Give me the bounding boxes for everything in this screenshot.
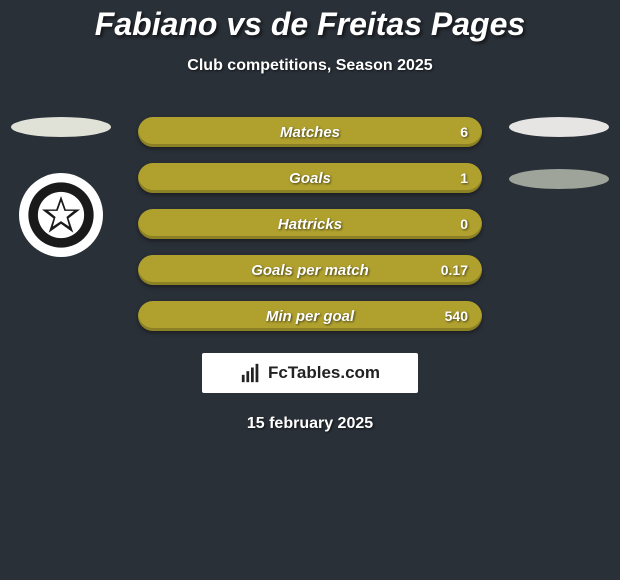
stat-value: 0 [460, 216, 468, 232]
stat-bar: Goals 1 [138, 163, 482, 193]
stats-panel: Matches 6 Goals 1 Hattricks 0 Goals per … [0, 117, 620, 433]
player-left-column [6, 117, 116, 257]
stat-bars: Matches 6 Goals 1 Hattricks 0 Goals per … [138, 117, 482, 331]
stat-label: Matches [280, 124, 340, 141]
club-badge-left [19, 173, 103, 257]
date-text: 15 february 2025 [0, 415, 620, 433]
stat-label: Hattricks [278, 216, 342, 233]
player-right-oval-2 [509, 169, 609, 189]
stat-bar: Goals per match 0.17 [138, 255, 482, 285]
stat-bar: Hattricks 0 [138, 209, 482, 239]
stat-value: 1 [460, 170, 468, 186]
stat-label: Goals per match [251, 262, 369, 279]
star-badge-icon [27, 181, 95, 249]
player-left-oval [11, 117, 111, 137]
stat-value: 0.17 [441, 262, 468, 278]
stat-bar: Min per goal 540 [138, 301, 482, 331]
stat-label: Min per goal [266, 308, 354, 325]
brand-text: FcTables.com [268, 363, 380, 383]
bar-chart-icon [240, 362, 262, 384]
subtitle: Club competitions, Season 2025 [0, 57, 620, 75]
stat-bar: Matches 6 [138, 117, 482, 147]
stat-label: Goals [289, 170, 331, 187]
player-right-column [504, 117, 614, 189]
page-title: Fabiano vs de Freitas Pages [0, 0, 620, 43]
stat-value: 6 [460, 124, 468, 140]
brand-badge: FcTables.com [202, 353, 418, 393]
player-right-oval-1 [509, 117, 609, 137]
stat-value: 540 [445, 308, 468, 324]
